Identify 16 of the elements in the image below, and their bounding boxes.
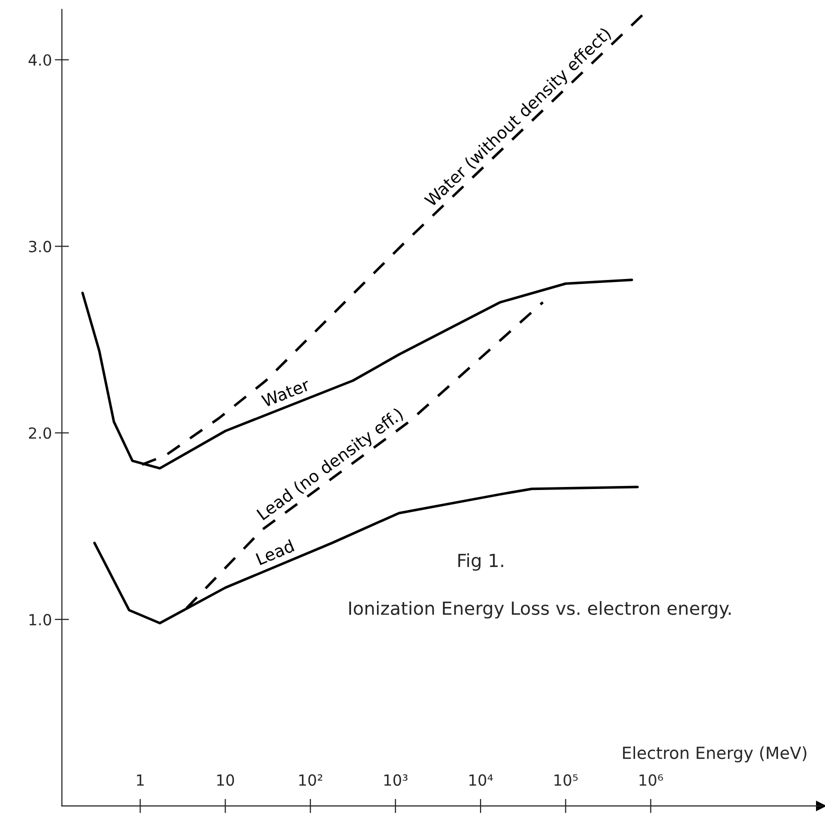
x-tick-label: 1 bbox=[137, 774, 144, 786]
text: Ionization Energy Loss vs. electron energy. bbox=[349, 601, 731, 619]
x-tick-label: 10 bbox=[217, 774, 234, 786]
x-axis-title: Electron Energy (MeV) bbox=[623, 746, 806, 762]
x-tick-label: 10³ bbox=[384, 774, 408, 786]
x-tick-label: 10² bbox=[299, 774, 322, 786]
x-tick-label: 10⁶ bbox=[640, 774, 663, 786]
x-tick-label: 10⁵ bbox=[554, 774, 578, 786]
y-tick-label: 1.0 bbox=[30, 614, 52, 626]
text: Water bbox=[260, 378, 311, 408]
y-tick-label: 4.0 bbox=[28, 54, 52, 66]
text: Fig 1. bbox=[458, 553, 504, 571]
x-tick-label: 10⁴ bbox=[469, 774, 493, 786]
y-tick-label: 3.0 bbox=[29, 240, 52, 252]
y-tick-label: 2.0 bbox=[28, 427, 52, 439]
text: Lead bbox=[256, 539, 295, 566]
